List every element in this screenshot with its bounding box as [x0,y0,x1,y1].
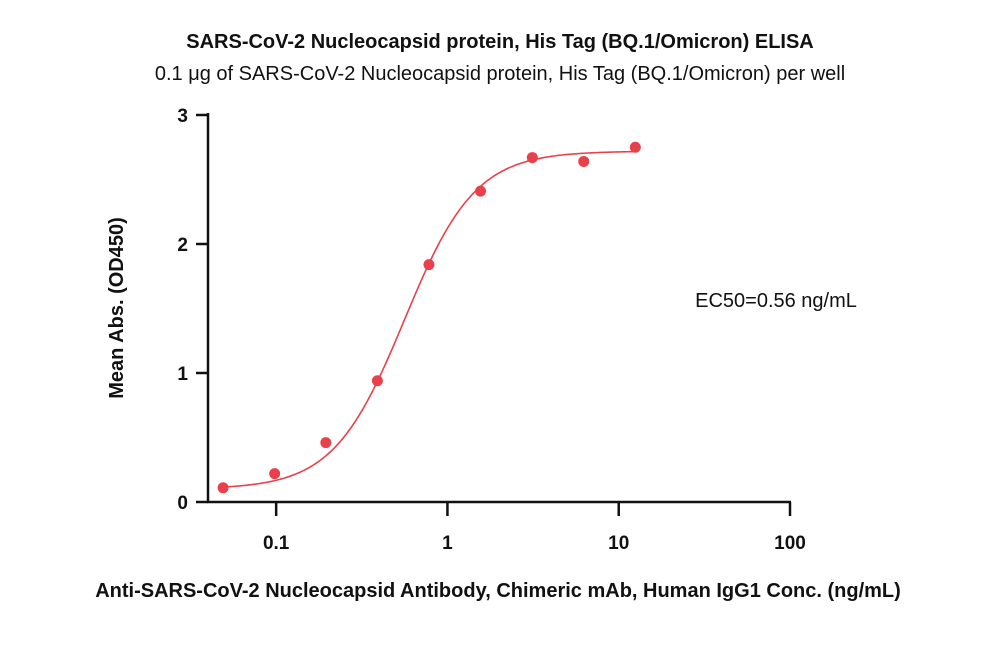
fit-curve [223,150,636,488]
data-point [526,152,538,164]
chart-subtitle: 0.1 μg of SARS-CoV-2 Nucleocapsid protei… [154,63,846,85]
data-point [578,155,590,167]
data-point [320,437,332,449]
data-points-layer [217,141,641,494]
y-tick-label: 2 [177,235,188,256]
x-tick-label: 100 [774,533,806,554]
x-tick-label: 1 [442,533,453,554]
data-point [371,375,383,387]
x-axis-title: Anti-SARS-CoV-2 Nucleocapsid Antibody, C… [95,580,901,602]
axes: 0 1 2 3 0.1 1 10 100 [177,106,805,554]
chart-title: SARS-CoV-2 Nucleocapsid protein, His Tag… [186,31,814,53]
data-point [423,259,435,271]
x-tick-label: 10 [608,533,629,554]
y-tick-label: 1 [177,364,188,385]
ec50-annotation: EC50=0.56 ng/mL [695,290,857,312]
data-point [269,468,281,480]
y-axis-title: Mean Abs. (OD450) [106,217,128,399]
data-point [629,141,641,153]
x-tick-label: 0.1 [263,533,290,554]
fit-curve-layer [223,150,636,488]
y-tick-label: 0 [177,493,188,514]
data-point [475,185,487,197]
y-tick-label: 3 [177,106,188,127]
data-point [217,482,229,494]
